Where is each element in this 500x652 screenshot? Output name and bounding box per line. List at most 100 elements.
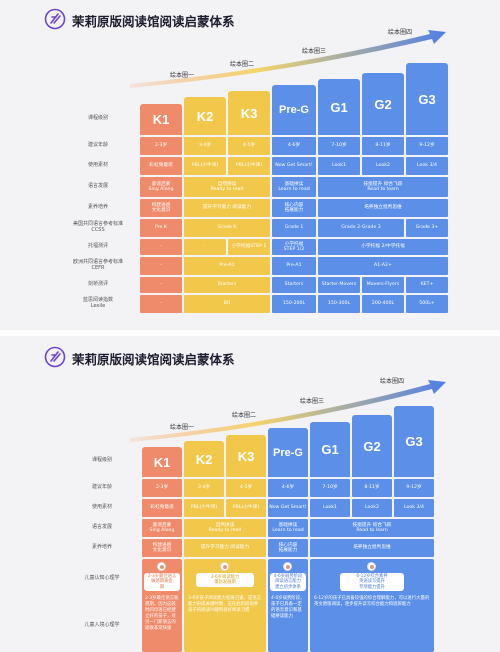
cell-material-k3: PBL(小牛津) (226, 499, 266, 517)
logo-icon (44, 8, 66, 30)
cell-age-g3: 9-12岁 (394, 479, 434, 497)
stage-label-4: 绘本圈四 (388, 29, 413, 36)
cell-material-k2: PBL(小牛津) (184, 157, 226, 175)
cell-material-k1: 彩虹兔童谣 (140, 157, 182, 175)
cell-age-g1: 7-10岁 (318, 137, 360, 155)
cell-cambridge-g3: KET+ (406, 277, 448, 293)
level-g1: G1 (318, 79, 360, 135)
cell-age-k2: 3-4岁 (184, 479, 224, 497)
cell-material-g2: Look2 (362, 157, 404, 175)
cell-cambridge-k1: - (140, 277, 182, 293)
cell-lexile-g2: 200-400L (362, 295, 404, 313)
row-label-literacy: 素养培养 (87, 204, 108, 211)
cell-literacy-k2-k3: 提升学习能力 阅读能力 (184, 539, 266, 557)
cell-material-g1: Look1 (318, 157, 360, 175)
psych-text-pre-g: 4-6岁弱势阶段，孩子已具备一定的语音意识和基础拼读能力 (271, 596, 305, 619)
cell-cefr-k2-k3: Pre-A1 (184, 257, 270, 275)
cell-lexile-k1: - (140, 295, 182, 313)
logo-icon (44, 346, 66, 368)
cell-material-pre-g: Now Get Smart! (272, 157, 316, 175)
chart-panel-bottom: 茉莉原版阅读馆阅读启蒙体系 绘本圈一 绘本圈二 绘本圈三 绘本圈四 K1 K2 … (0, 336, 500, 652)
cell-material-g3: Look 3/4 (406, 157, 448, 175)
row-label-lexile: 蓝思阅读指数 Lexile (82, 297, 113, 309)
row-label-cefr: 欧洲共同语言参考标准 CEFR (72, 259, 123, 271)
level-k3: K3 (226, 435, 266, 477)
panel-separator (0, 330, 500, 336)
growth-arrow (130, 30, 446, 88)
cell-cefr-k1: - (140, 257, 182, 275)
cell-language-k2-k3: 自然拼读 Ready to read (184, 519, 266, 537)
level-k1: K1 (140, 104, 182, 135)
row-label-ccss: 美国共同语言参考标准 CCSS (72, 221, 123, 233)
row-label-age: 建议年龄 (91, 484, 112, 491)
cell-cefr-pre-g: Pre-A1 (272, 257, 316, 275)
level-g2: G2 (352, 415, 392, 477)
stage-label-3: 绘本圈三 (302, 48, 327, 55)
avatar-pre-g (283, 562, 292, 571)
level-k2: K2 (184, 97, 226, 135)
row-label-material: 使用素材 (87, 162, 108, 169)
avatar-g (367, 562, 376, 571)
cell-age-pre-g: 4-6岁 (272, 137, 316, 155)
cell-literacy-pre-g: 核心内容 拓展能力 (268, 539, 308, 557)
cell-material-pre-g: Now Get Smart! (268, 499, 308, 517)
cell-cambridge-k2-k3: Starters (184, 277, 270, 293)
cell-language-pre-g: 基础拼读 Learn to read (268, 519, 308, 537)
cell-ccss-pre-g: Grade 1 (272, 219, 316, 237)
level-g3: G3 (394, 406, 434, 477)
page-title: 茉莉原版阅读馆阅读启蒙体系 (72, 14, 235, 29)
row-label-toefl: 托福测评 (87, 243, 108, 250)
cell-cambridge-pre-g: Starters (272, 277, 316, 293)
level-k3: K3 (228, 91, 270, 135)
cell-ccss-k2-k3: Grade K (184, 219, 270, 237)
growth-arrow (130, 380, 446, 442)
row-label-level: 课程级别 (91, 457, 112, 464)
level-pre-g: Pre-G (272, 85, 316, 135)
cell-literacy-g: 培养独立批判思维 (310, 539, 434, 557)
stage-label-1: 绘本圈一 (170, 424, 195, 431)
cell-material-g1: Look1 (310, 499, 350, 517)
psych-text-g: 6-12岁的孩子已具备较强的综合理解能力，可以进行大量的英文原版阅读，逐步提升读… (314, 596, 430, 607)
cell-age-k1: 2-3岁 (140, 137, 182, 155)
stage-label-2: 绘本圈二 (230, 61, 255, 68)
row-label-level: 课程级别 (87, 115, 108, 122)
cell-material-k2: PBL(小牛津) (184, 499, 224, 517)
chart-panel-top: 茉莉原版阅读馆阅读启蒙体系 绘本圈一 绘本圈二 绘本圈三 绘本圈四 K1 K2 … (0, 0, 500, 330)
cell-ccss-g3: Grade 3+ (406, 219, 448, 237)
cell-age-g2: 8-11岁 (362, 137, 404, 155)
cell-material-g2: Look2 (352, 499, 392, 517)
cell-age-g1: 7-10岁 (310, 479, 350, 497)
stage-label-4: 绘本圈四 (380, 378, 405, 385)
psych-heading-g: 6-12岁综合素养 英语读写提升 专项能力提升 (340, 573, 404, 591)
level-g2: G2 (362, 73, 404, 135)
psych-heading-k2: 3-6岁阅读能力 蓬勃发展期 (196, 573, 254, 587)
cell-toefl-k1: - (140, 239, 182, 255)
row-label-language: 语言发展 (87, 183, 108, 190)
cell-lexile-pre-g: 150-200L (272, 295, 316, 313)
psych-text-k1: 2-3岁最佳语言敏感期，因为这段时间母语已经建立好的孩子，对另一门新语言的吸收非… (145, 596, 179, 631)
cell-toefl-g: 小学托福 2/中学托福 (318, 239, 448, 255)
level-g3: G3 (406, 63, 448, 135)
stage-label-3: 绘本圈三 (300, 398, 325, 405)
cell-literacy-k1: 构建语感 文化意识 (142, 539, 182, 557)
level-pre-g: Pre-G (268, 428, 308, 477)
cell-material-k3: PBL(小牛津) (228, 157, 270, 175)
cell-lexile-k2-k3: BR (184, 295, 270, 313)
cell-age-g2: 8-11岁 (352, 479, 392, 497)
cell-age-g3: 9-12岁 (406, 137, 448, 155)
stage-label-2: 绘本圈二 (232, 412, 257, 419)
cell-lexile-g3: 500L+ (406, 295, 448, 313)
cell-language-g: 技能提升 综合飞跃 Read to learn (318, 177, 448, 197)
avatar-k2 (220, 562, 229, 571)
psych-heading-k1: 2-3岁最佳语言 敏感期黄金期 (144, 573, 180, 591)
cell-language-k1: 童谣启蒙 Sing Along (140, 177, 182, 197)
cell-age-k3: 4-5岁 (226, 479, 266, 497)
cell-toefl-k2: - (184, 239, 226, 255)
cell-age-k2: 3-4岁 (184, 137, 226, 155)
row-label-cognitive-psych: 儿童认知心理学 (84, 575, 120, 582)
row-label-cambridge: 剑桥测评 (87, 281, 108, 288)
cell-age-pre-g: 4-6岁 (268, 479, 308, 497)
cell-cambridge-g1: Starter-Movers (318, 277, 360, 293)
cell-language-k1: 童谣启蒙 Sing Along (142, 519, 182, 537)
cell-language-pre-g: 基础拼读 Learn to read (272, 177, 316, 197)
